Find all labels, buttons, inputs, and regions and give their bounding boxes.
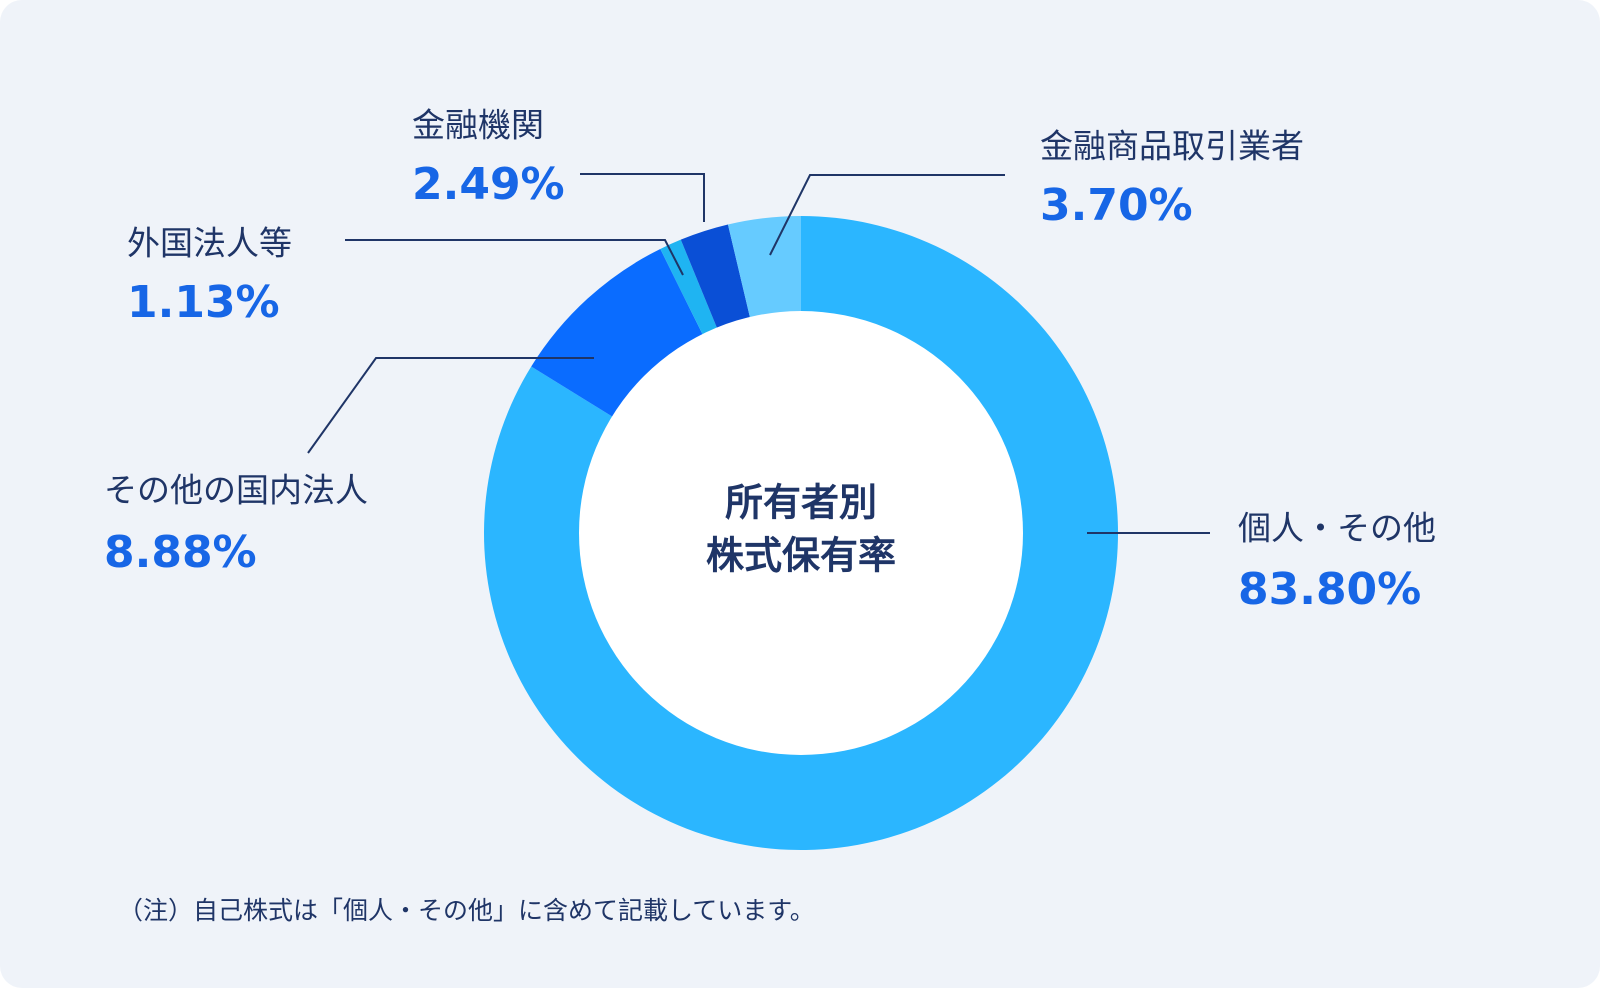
donut — [483, 216, 1118, 850]
segment-value: 3.70% — [1040, 180, 1193, 231]
center-label: 株式保有率 — [706, 534, 896, 578]
leader-line — [307, 357, 594, 454]
leader-line — [345, 239, 684, 276]
segment-value: 2.49% — [412, 159, 565, 210]
labels: 個人・その他 83.80% その他の国内法人 8.88% 外国法人等 1.13% 金融機関 2… — [104, 106, 1436, 616]
leader-line — [580, 173, 705, 222]
donut-segment — [531, 248, 706, 421]
leader-lines — [307, 173, 1210, 534]
donut-segment — [660, 239, 720, 341]
segment-name: 金融商品取引業者 — [1040, 127, 1304, 166]
segment-value: 83.80% — [1238, 564, 1421, 615]
segment-name: 外国法人等 — [127, 224, 292, 263]
segment-name: 個人・その他 — [1238, 509, 1436, 548]
center-label: 所有者別 — [725, 481, 877, 525]
leader-line — [769, 174, 1005, 256]
segment-name: その他の国内法人 — [104, 471, 368, 510]
donut-segment — [680, 224, 752, 335]
segment-value: 1.13% — [127, 277, 280, 328]
segment-value: 8.88% — [104, 527, 257, 578]
donut-segment — [727, 216, 801, 324]
note: （注）自己株式は「個人・その他」に含めて記載しています。 — [118, 896, 815, 925]
donut-segment — [483, 216, 1118, 850]
segment-name: 金融機関 — [412, 106, 544, 145]
donut-hole — [579, 311, 1023, 755]
